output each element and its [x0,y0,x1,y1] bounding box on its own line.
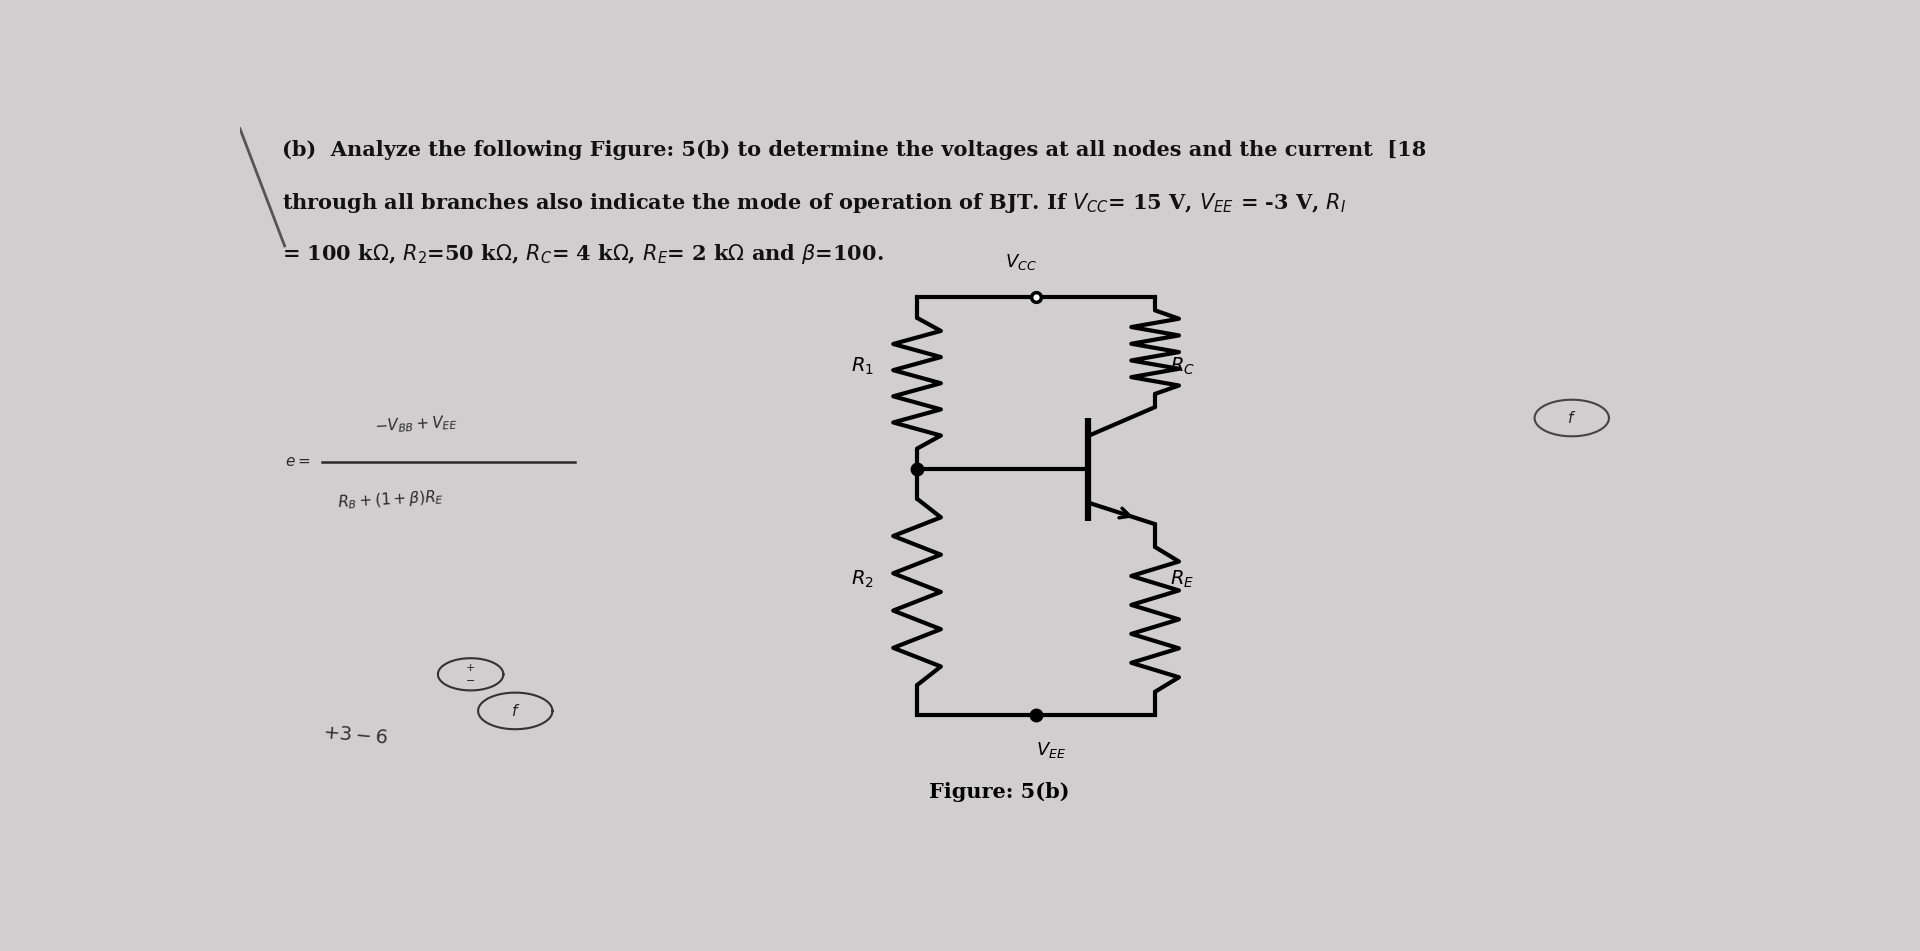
Text: $V_{CC}$: $V_{CC}$ [1006,252,1037,272]
Text: $+3-6$: $+3-6$ [323,724,390,747]
Text: −: − [467,676,476,686]
Text: through all branches also indicate the mode of operation of BJT. If $V_{CC}$= 15: through all branches also indicate the m… [282,191,1346,215]
Text: (b)  Analyze the following Figure: 5(b) to determine the voltages at all nodes a: (b) Analyze the following Figure: 5(b) t… [282,140,1427,160]
Text: Figure: 5(b): Figure: 5(b) [929,783,1069,803]
Text: $f$: $f$ [511,703,520,719]
Text: $V_{EE}$: $V_{EE}$ [1037,740,1066,760]
Text: $R_2$: $R_2$ [851,569,874,590]
Text: $R_B+(1+\beta)R_E$: $R_B+(1+\beta)R_E$ [336,488,444,513]
Text: $R_E$: $R_E$ [1169,569,1194,590]
Text: $e=$: $e=$ [284,455,311,469]
Text: = 100 k$\Omega$, $R_2$=50 k$\Omega$, $R_C$= 4 k$\Omega$, $R_E$= 2 k$\Omega$ and : = 100 k$\Omega$, $R_2$=50 k$\Omega$, $R_… [282,243,883,266]
Text: +: + [467,663,476,673]
Text: $-V_{BB}+V_{EE}$: $-V_{BB}+V_{EE}$ [374,414,457,437]
Text: $R_1$: $R_1$ [851,356,874,378]
Text: $R_C$: $R_C$ [1169,356,1194,378]
Text: $f$: $f$ [1567,410,1576,426]
